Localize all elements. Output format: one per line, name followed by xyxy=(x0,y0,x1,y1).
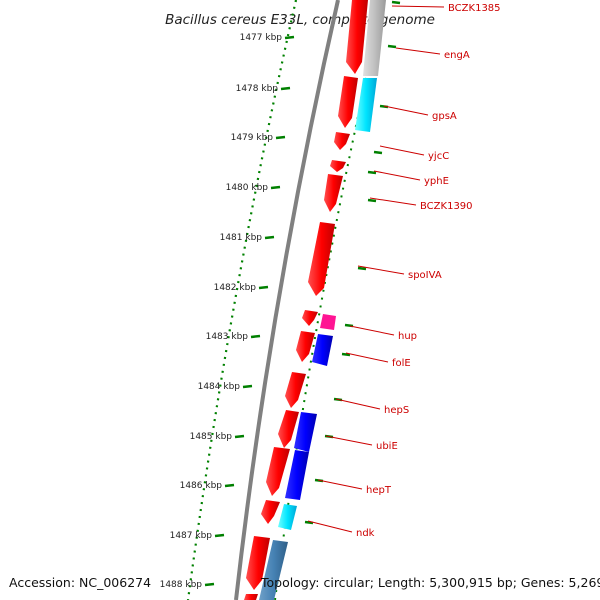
kbp-tick-label: 1486 kbp xyxy=(180,481,223,491)
kbp-tick-label: 1480 kbp xyxy=(226,183,269,193)
gene-label-yjcc: yjcC xyxy=(428,151,449,162)
kbp-tick-mark xyxy=(280,86,291,91)
map-title: Bacillus cereus E33L, complete genome xyxy=(165,12,435,28)
kbp-tick-label: 1479 kbp xyxy=(231,133,274,143)
gene-box-blue xyxy=(312,334,333,366)
kbp-tick-mark xyxy=(242,384,253,389)
kbp-tick-mark xyxy=(204,582,215,587)
gene-leader-line xyxy=(379,145,425,156)
gene-arrow-red xyxy=(324,174,343,212)
gene-arrow-red xyxy=(278,410,299,448)
gene-arrow-red xyxy=(334,132,350,150)
gene-label-gpsa: gpsA xyxy=(432,111,457,122)
gene-label-ndk: ndk xyxy=(356,528,375,539)
gene-leader-line xyxy=(307,520,353,533)
kbp-tick-label: 1484 kbp xyxy=(198,382,241,392)
feature-tick-mark xyxy=(367,198,377,203)
feature-tick-mark xyxy=(304,520,314,525)
gene-label-enga: engA xyxy=(444,50,470,61)
kbp-tick-label: 1483 kbp xyxy=(206,332,249,342)
gene-box-magenta xyxy=(320,314,336,330)
kbp-tick-mark xyxy=(224,483,235,488)
gene-label-heps: hepS xyxy=(384,405,409,416)
gene-label-yphe: yphE xyxy=(424,176,449,187)
gene-arrow-red xyxy=(244,594,258,600)
feature-tick-mark xyxy=(391,0,401,5)
gene-leader-line xyxy=(357,265,405,275)
gene-arrow-red xyxy=(261,500,280,524)
gene-box-steelblue xyxy=(259,540,288,600)
gene-arrow-red xyxy=(296,331,315,362)
gene-leader-line xyxy=(317,479,363,490)
accession-text: Accession: NC_006274 xyxy=(9,575,151,590)
kbp-tick-mark xyxy=(234,434,245,439)
kbp-tick-label: 1481 kbp xyxy=(220,233,263,243)
gene-arrow-red xyxy=(246,536,270,590)
kbp-tick-mark xyxy=(270,185,281,190)
gene-box-cyan xyxy=(278,504,297,530)
gene-leader-line xyxy=(349,325,395,336)
gene-leader-line xyxy=(345,352,389,363)
kbp-tick-mark xyxy=(275,135,286,140)
feature-tick-mark xyxy=(344,323,354,328)
feature-tick-mark xyxy=(387,44,397,49)
gene-arrow-red xyxy=(338,76,358,128)
gene-arrow-red xyxy=(302,310,318,326)
gene-label-spoiva: spoIVA xyxy=(408,270,442,281)
kbp-tick-label: 1477 kbp xyxy=(240,33,283,43)
gene-arrow-red xyxy=(266,447,290,496)
feature-tick-mark xyxy=(373,150,383,155)
gene-arrow-red xyxy=(330,160,346,172)
gene-leader-line xyxy=(373,170,421,181)
feature-tick-mark xyxy=(341,352,351,357)
gene-leader-line xyxy=(369,197,417,206)
gene-leader-line xyxy=(335,398,381,410)
gene-arrow-red xyxy=(346,0,368,74)
kbp-tick-label: 1482 kbp xyxy=(214,283,257,293)
gene-leader-line xyxy=(325,435,373,446)
kbp-tick-label: 1485 kbp xyxy=(190,432,233,442)
gene-label-fole: folE xyxy=(392,358,411,369)
gene-label-ubie: ubiE xyxy=(376,441,398,452)
gene-box-blue xyxy=(294,412,317,452)
ruler-dotted-line xyxy=(186,0,298,600)
gene-leader-line xyxy=(395,47,441,55)
gene-arrow-red xyxy=(285,372,306,408)
topology-text: Topology: circular; Length: 5,300,915 bp… xyxy=(260,575,600,590)
kbp-tick-mark xyxy=(214,533,225,538)
gene-label-hup: hup xyxy=(398,331,417,342)
gene-box-blue xyxy=(285,450,309,500)
gene-leader-line xyxy=(383,105,429,116)
gene-label-bczk1385: BCZK1385 xyxy=(448,3,501,14)
kbp-tick-label: 1488 kbp xyxy=(160,580,203,590)
kbp-tick-mark xyxy=(250,334,261,339)
feature-tick-mark xyxy=(357,266,367,271)
gene-box-cyan xyxy=(355,78,377,132)
gene-label-hept: hepT xyxy=(366,485,392,496)
kbp-tick-mark xyxy=(264,235,275,240)
gene-arrow-red xyxy=(308,222,335,296)
backbone-line xyxy=(234,0,340,600)
kbp-tick-mark xyxy=(258,285,269,290)
gene-box-gray xyxy=(363,0,386,76)
kbp-tick-label: 1478 kbp xyxy=(236,84,279,94)
kbp-tick-mark xyxy=(284,35,295,40)
gene-leader-line xyxy=(391,5,445,8)
kbp-tick-label: 1487 kbp xyxy=(170,531,213,541)
gene-label-bczk1390: BCZK1390 xyxy=(420,201,473,212)
feature-tick-mark xyxy=(367,170,377,175)
